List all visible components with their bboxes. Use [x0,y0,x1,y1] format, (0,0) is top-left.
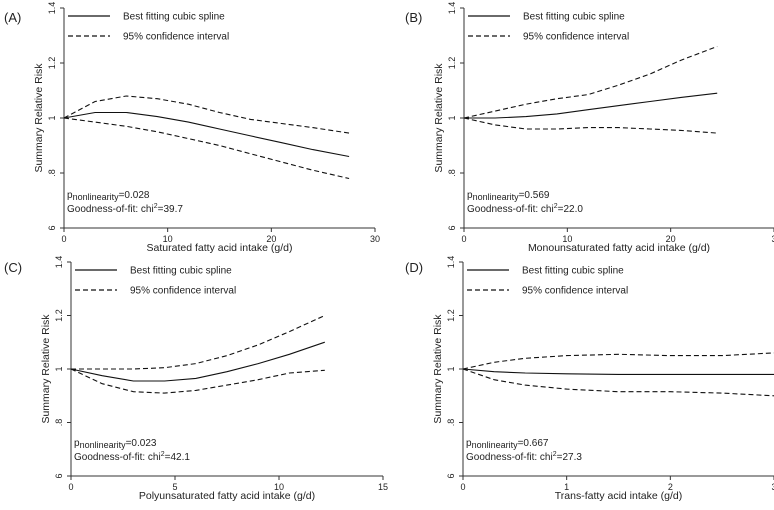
spline-line [462,368,774,375]
spline-line [63,111,350,158]
goodness-of-fit-annotation: Goodness-of-fit: chi2=27.3 [466,451,582,463]
x-tick-label: 5 [172,482,177,492]
x-tick-label: 0 [61,234,66,244]
x-axis-title: Monounsaturated fatty acid intake (g/d) [528,242,710,254]
goodness-of-fit-annotation: Goodness-of-fit: chi2=39.7 [67,203,183,215]
panel-a: (A) 6 .8 1 1.2 1.4 0 10 20 30 Saturated fatty acid… [4,2,380,254]
y-tick-label: 6 [54,473,64,478]
x-axis-title: Saturated fatty acid intake (g/d) [147,242,293,254]
y-axis-title: Summary Relative Risk [432,314,444,424]
y-tick-label: 1.2 [54,309,64,322]
x-tick-label: 30 [370,234,380,244]
x-tick-label: 1 [564,482,569,492]
x-tick-label: 20 [666,234,676,244]
x-tick-label: 15 [378,482,388,492]
panel-label: (D) [405,260,423,275]
x-tick-label: 3 [771,234,774,244]
y-tick-label: 1.2 [47,57,57,70]
panel-b: (B) 6 .8 1 1.2 1.4 0 10 20 3 Monounsaturated fatty… [405,2,774,254]
legend-label-spline: Best fitting cubic spline [123,12,225,23]
y-tick-label: .8 [446,419,456,427]
y-tick-label: .8 [47,169,57,177]
legend-label-ci: 95% confidence interval [523,32,629,43]
y-axis-title: Summary Relative Risk [433,63,445,173]
x-tick-label: 10 [274,482,284,492]
x-axis-title: Trans-fatty acid intake (g/d) [555,490,682,502]
panel-c: (C) 6 .8 1 1.2 1.4 0 5 10 15 Polyunsaturated fatty… [4,256,388,502]
ci-upper-line [63,95,350,134]
x-tick-label: 0 [68,482,73,492]
spline-line [70,341,325,382]
p-nonlinearity-annotation: pnonlinearity=0.569 [467,190,550,202]
x-tick-label: 10 [562,234,572,244]
y-tick-label: 1.4 [446,256,456,269]
y-tick-label: 1.2 [446,309,456,322]
p-nonlinearity-annotation: pnonlinearity=0.028 [67,190,150,202]
panel-label: (A) [4,10,21,25]
p-nonlinearity-annotation: pnonlinearity=0.023 [74,438,157,450]
x-tick-label: 20 [266,234,276,244]
x-tick-label: 0 [461,234,466,244]
ci-lower-line [70,368,325,394]
y-axis-title: Summary Relative Risk [40,314,52,424]
panel-label: (C) [4,260,22,275]
x-tick-label: 0 [460,482,465,492]
y-tick-label: 6 [447,225,457,230]
p-nonlinearity-annotation: pnonlinearity=0.667 [466,438,549,450]
panel-d: (D) 6 .8 1 1.2 1.4 0 1 2 3 Trans-fatty acid intake… [405,256,774,502]
y-tick-label: .8 [447,169,457,177]
legend-label-spline: Best fitting cubic spline [523,12,625,23]
y-axis-title: Summary Relative Risk [33,63,45,173]
y-tick-label: 1.2 [447,57,457,70]
panel-label: (B) [405,10,422,25]
ci-upper-line [462,352,774,370]
y-tick-label: 1 [446,366,456,371]
y-tick-label: 1.4 [47,2,57,15]
y-tick-label: 1 [447,115,457,120]
x-axis-title: Polyunsaturated fatty acid intake (g/d) [139,490,315,502]
x-tick-label: 3 [771,482,774,492]
goodness-of-fit-annotation: Goodness-of-fit: chi2=22.0 [467,203,583,215]
goodness-of-fit-annotation: Goodness-of-fit: chi2=42.1 [74,451,190,463]
y-tick-label: 6 [446,473,456,478]
ci-upper-line [71,314,326,370]
ci-lower-line [462,368,774,397]
y-tick-label: 1.4 [447,2,457,15]
y-tick-label: 6 [47,225,57,230]
legend-label-ci: 95% confidence interval [130,286,236,297]
y-tick-label: 1 [47,115,57,120]
ci-lower-line [463,117,718,134]
y-tick-label: 1.4 [54,256,64,269]
x-tick-label: 10 [163,234,173,244]
legend-label-spline: Best fitting cubic spline [130,266,232,277]
legend-label-ci: 95% confidence interval [123,32,229,43]
spline-line [464,92,718,119]
legend-label-spline: Best fitting cubic spline [522,266,624,277]
y-tick-label: .8 [54,419,64,427]
legend-label-ci: 95% confidence interval [522,286,628,297]
x-tick-label: 2 [668,482,673,492]
ci-upper-line [463,45,718,119]
y-tick-label: 1 [54,366,64,371]
